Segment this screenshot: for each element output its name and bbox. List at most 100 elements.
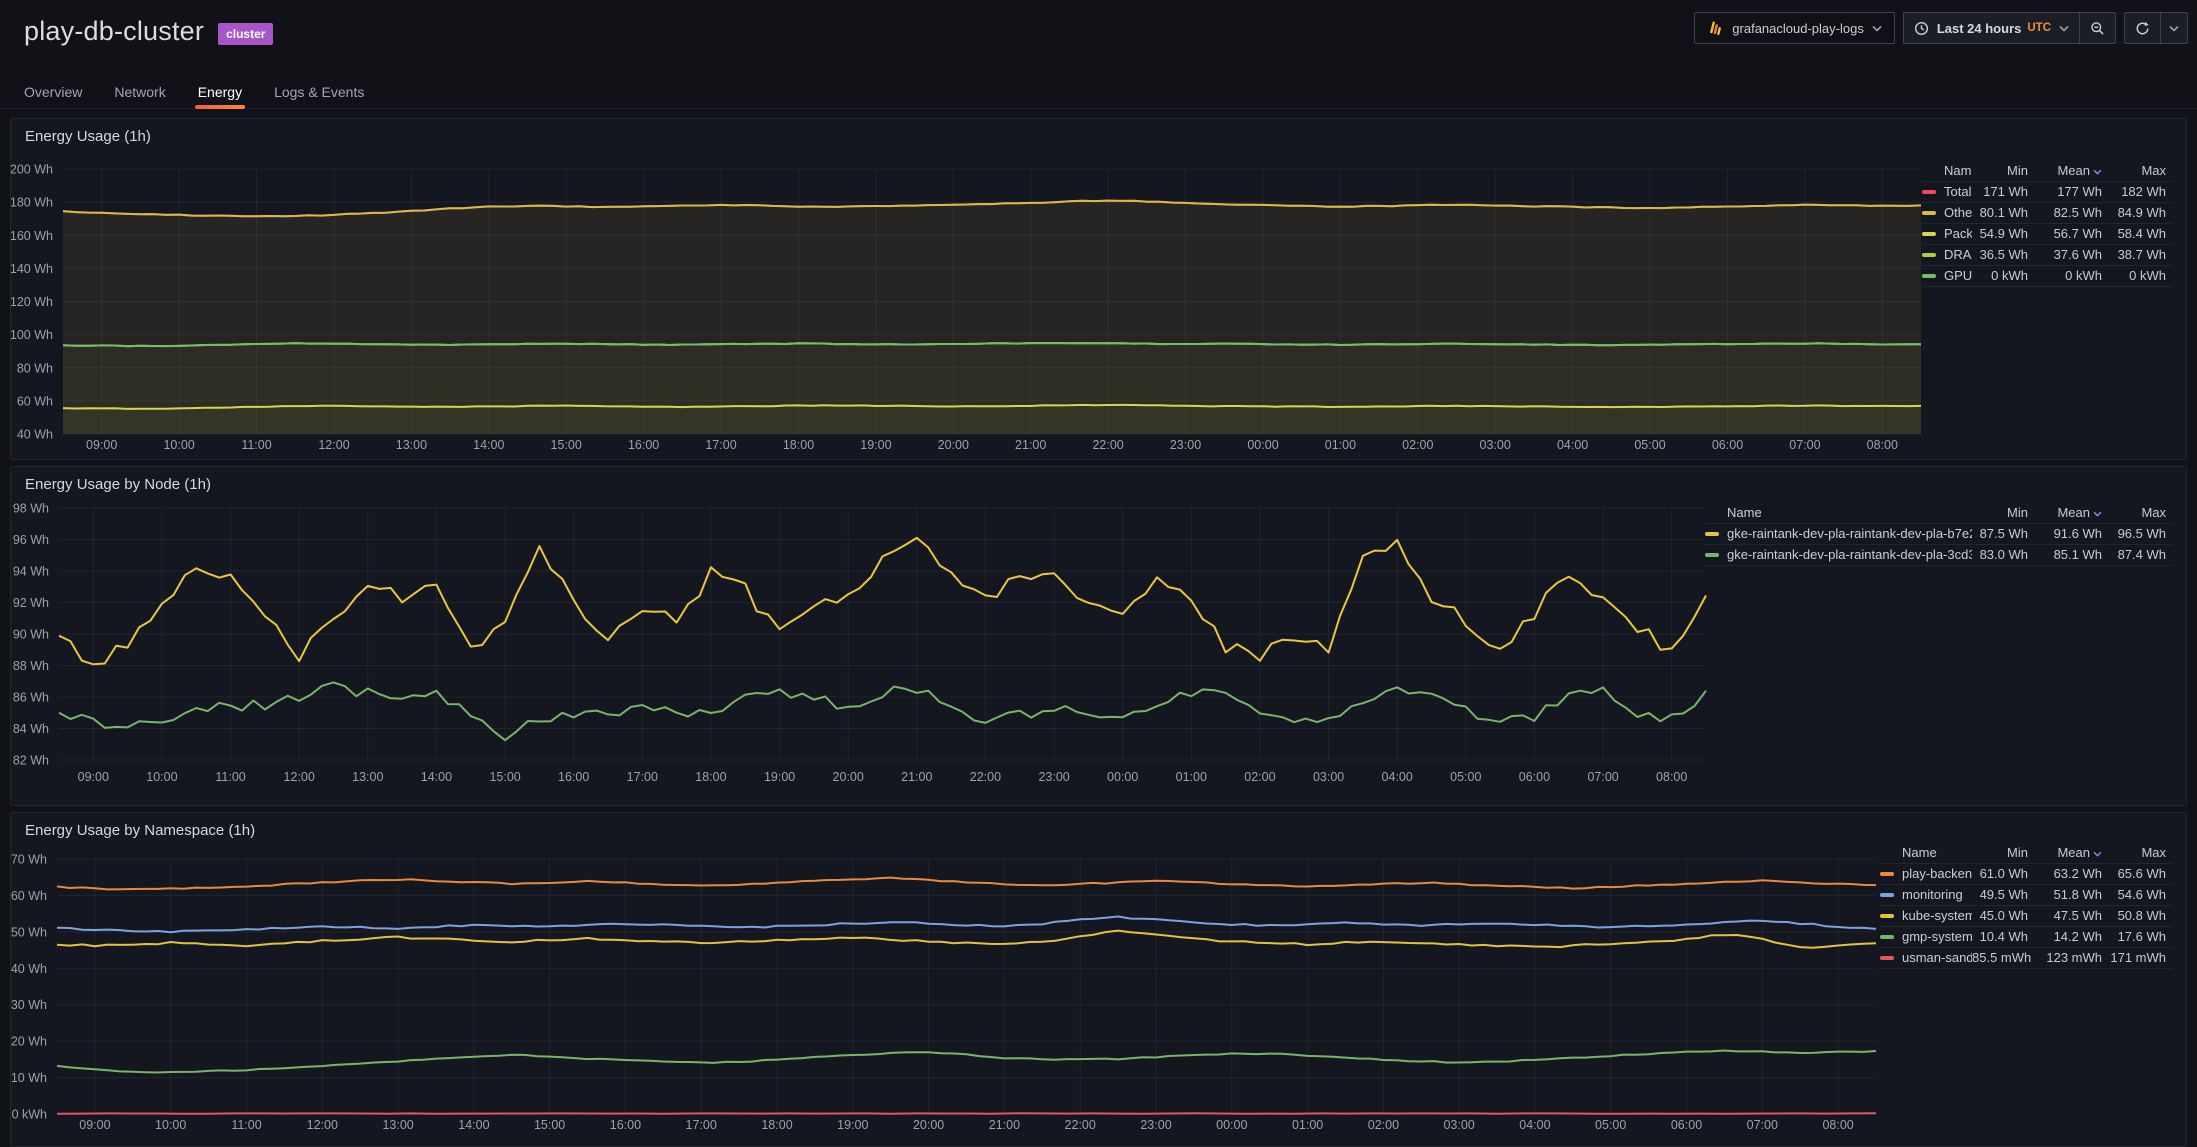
series-min: 0 kWh bbox=[1991, 268, 2028, 283]
zoom-out-button[interactable] bbox=[2080, 12, 2116, 44]
svg-text:120 Wh: 120 Wh bbox=[11, 295, 53, 309]
legend-row[interactable]: play-backends 61.0 Wh 63.2 Wh 65.6 Wh bbox=[1880, 863, 2172, 884]
tab-overview[interactable]: Overview bbox=[24, 83, 83, 100]
series-max: 58.4 Wh bbox=[2117, 226, 2166, 241]
svg-text:80 Wh: 80 Wh bbox=[17, 361, 53, 375]
svg-text:00:00: 00:00 bbox=[1216, 1118, 1247, 1132]
series-mean: 47.5 Wh bbox=[2053, 908, 2102, 923]
refresh-interval-dropdown[interactable] bbox=[2161, 12, 2188, 44]
svg-text:100 Wh: 100 Wh bbox=[11, 328, 53, 342]
panel-title[interactable]: Energy Usage by Namespace (1h) bbox=[25, 822, 256, 839]
time-range-picker[interactable]: Last 24 hours UTC bbox=[1902, 12, 2080, 44]
series-color-swatch bbox=[1705, 553, 1719, 557]
series-min: 36.5 Wh bbox=[1979, 247, 2028, 262]
cluster-badge: cluster bbox=[218, 22, 274, 45]
legend-row[interactable]: Other 80.1 Wh 82.5 Wh 84.9 Wh bbox=[1922, 202, 2172, 223]
legend-col-max[interactable]: Max bbox=[2141, 845, 2166, 860]
series-max: 87.4 Wh bbox=[2117, 547, 2166, 562]
svg-text:06:00: 06:00 bbox=[1519, 770, 1550, 784]
svg-text:21:00: 21:00 bbox=[901, 770, 932, 784]
panel-energy-usage-by-node: Energy Usage by Node (1h) 98 Wh 96 Wh 94 W… bbox=[10, 466, 2187, 806]
legend-col-min[interactable]: Min bbox=[2007, 505, 2028, 520]
legend-row[interactable]: Package 54.9 Wh 56.7 Wh 58.4 Wh bbox=[1922, 223, 2172, 244]
svg-text:16:00: 16:00 bbox=[610, 1118, 641, 1132]
series-name: monitoring bbox=[1902, 887, 1963, 902]
tab-network[interactable]: Network bbox=[114, 83, 166, 100]
svg-text:10:00: 10:00 bbox=[146, 770, 177, 784]
svg-text:10:00: 10:00 bbox=[163, 438, 194, 452]
svg-text:17:00: 17:00 bbox=[627, 770, 658, 784]
datasource-label: grafanacloud-play-logs bbox=[1732, 20, 1864, 36]
svg-text:94 Wh: 94 Wh bbox=[13, 565, 49, 579]
series-max: 171 mWh bbox=[2110, 950, 2166, 965]
legend-col-mean[interactable]: Mean bbox=[2034, 843, 2108, 863]
chevron-down-icon bbox=[1872, 25, 1882, 32]
series-max: 182 Wh bbox=[2121, 184, 2166, 199]
svg-text:14:00: 14:00 bbox=[458, 1118, 489, 1132]
legend-col-max[interactable]: Max bbox=[2141, 505, 2166, 520]
legend-row[interactable]: monitoring 49.5 Wh 51.8 Wh 54.6 Wh bbox=[1880, 884, 2172, 905]
svg-text:50 Wh: 50 Wh bbox=[11, 925, 47, 939]
legend-col-name[interactable]: Name bbox=[1727, 505, 1762, 520]
series-max: 17.6 Wh bbox=[2117, 929, 2166, 944]
legend-col-name[interactable]: Name bbox=[1944, 163, 1972, 178]
dashboard-tabs: Overview Network Energy Logs & Events bbox=[0, 75, 2197, 109]
svg-text:12:00: 12:00 bbox=[284, 770, 315, 784]
tab-energy[interactable]: Energy bbox=[182, 75, 258, 109]
series-min: 54.9 Wh bbox=[1979, 226, 2028, 241]
svg-text:09:00: 09:00 bbox=[79, 1118, 110, 1132]
refresh-icon bbox=[2135, 21, 2150, 36]
legend-row[interactable]: DRAM 36.5 Wh 37.6 Wh 38.7 Wh bbox=[1922, 244, 2172, 265]
series-name: Package bbox=[1944, 226, 1972, 241]
legend-col-max[interactable]: Max bbox=[2141, 163, 2166, 178]
refresh-button[interactable] bbox=[2124, 12, 2161, 44]
series-name: Total bbox=[1944, 184, 1972, 199]
legend-row[interactable]: gke-raintank-dev-pla-raintank-dev-pla-b7… bbox=[1705, 523, 2172, 544]
svg-text:00:00: 00:00 bbox=[1107, 770, 1138, 784]
legend-row[interactable]: GPU 0 kWh 0 kWh 0 kWh bbox=[1922, 265, 2172, 286]
series-mean: 82.5 Wh bbox=[2053, 205, 2102, 220]
series-name: usman-sandbox bbox=[1902, 950, 1972, 965]
svg-text:0 kWh: 0 kWh bbox=[12, 1108, 47, 1122]
legend-col-mean[interactable]: Mean bbox=[2034, 161, 2108, 181]
legend-row[interactable]: gmp-system 10.4 Wh 14.2 Wh 17.6 Wh bbox=[1880, 926, 2172, 947]
legend-row[interactable]: kube-system 45.0 Wh 47.5 Wh 50.8 Wh bbox=[1880, 905, 2172, 926]
svg-text:40 Wh: 40 Wh bbox=[11, 962, 47, 976]
panel-title[interactable]: Energy Usage by Node (1h) bbox=[25, 476, 211, 493]
datasource-picker[interactable]: grafanacloud-play-logs bbox=[1694, 12, 1895, 44]
panel-title[interactable]: Energy Usage (1h) bbox=[25, 128, 151, 145]
svg-text:15:00: 15:00 bbox=[551, 438, 582, 452]
legend-col-min[interactable]: Min bbox=[2007, 163, 2028, 178]
svg-text:98 Wh: 98 Wh bbox=[13, 502, 49, 516]
svg-text:06:00: 06:00 bbox=[1671, 1118, 1702, 1132]
legend-table: Name Min Mean Max play-backends 61.0 Wh 63.2 W… bbox=[1880, 843, 2172, 969]
panel-energy-usage: Energy Usage (1h) 200 Wh 180 Wh 160 Wh 140 … bbox=[10, 118, 2187, 460]
svg-text:60 Wh: 60 Wh bbox=[11, 889, 47, 903]
svg-text:00:00: 00:00 bbox=[1247, 438, 1278, 452]
clock-icon bbox=[1914, 21, 1929, 36]
svg-text:16:00: 16:00 bbox=[558, 770, 589, 784]
svg-text:23:00: 23:00 bbox=[1140, 1118, 1171, 1132]
legend-row[interactable]: Total 171 Wh 177 Wh 182 Wh bbox=[1922, 181, 2172, 202]
legend-col-min[interactable]: Min bbox=[2007, 845, 2028, 860]
series-min: 49.5 Wh bbox=[1979, 887, 2028, 902]
legend-row[interactable]: usman-sandbox85.5 mWh 123 mWh 171 mWh bbox=[1880, 947, 2172, 968]
legend-col-name[interactable]: Name bbox=[1902, 845, 1937, 860]
svg-text:06:00: 06:00 bbox=[1712, 438, 1743, 452]
series-mean: 0 kWh bbox=[2065, 268, 2102, 283]
series-mean: 177 Wh bbox=[2057, 184, 2102, 199]
svg-text:08:00: 08:00 bbox=[1656, 770, 1687, 784]
legend-table: Name Min Mean Max gke-raintank-dev-pla-raint… bbox=[1705, 503, 2172, 566]
series-mean: 51.8 Wh bbox=[2053, 887, 2102, 902]
series-name: gke-raintank-dev-pla-raintank-dev-pla-3c… bbox=[1727, 547, 1972, 562]
svg-text:12:00: 12:00 bbox=[318, 438, 349, 452]
svg-text:05:00: 05:00 bbox=[1450, 770, 1481, 784]
svg-text:23:00: 23:00 bbox=[1170, 438, 1201, 452]
svg-text:19:00: 19:00 bbox=[860, 438, 891, 452]
svg-text:22:00: 22:00 bbox=[1092, 438, 1123, 452]
svg-text:19:00: 19:00 bbox=[764, 770, 795, 784]
legend-row[interactable]: gke-raintank-dev-pla-raintank-dev-pla-3c… bbox=[1705, 544, 2172, 565]
tab-logs-events[interactable]: Logs & Events bbox=[274, 83, 365, 100]
svg-text:14:00: 14:00 bbox=[421, 770, 452, 784]
legend-col-mean[interactable]: Mean bbox=[2034, 503, 2108, 523]
